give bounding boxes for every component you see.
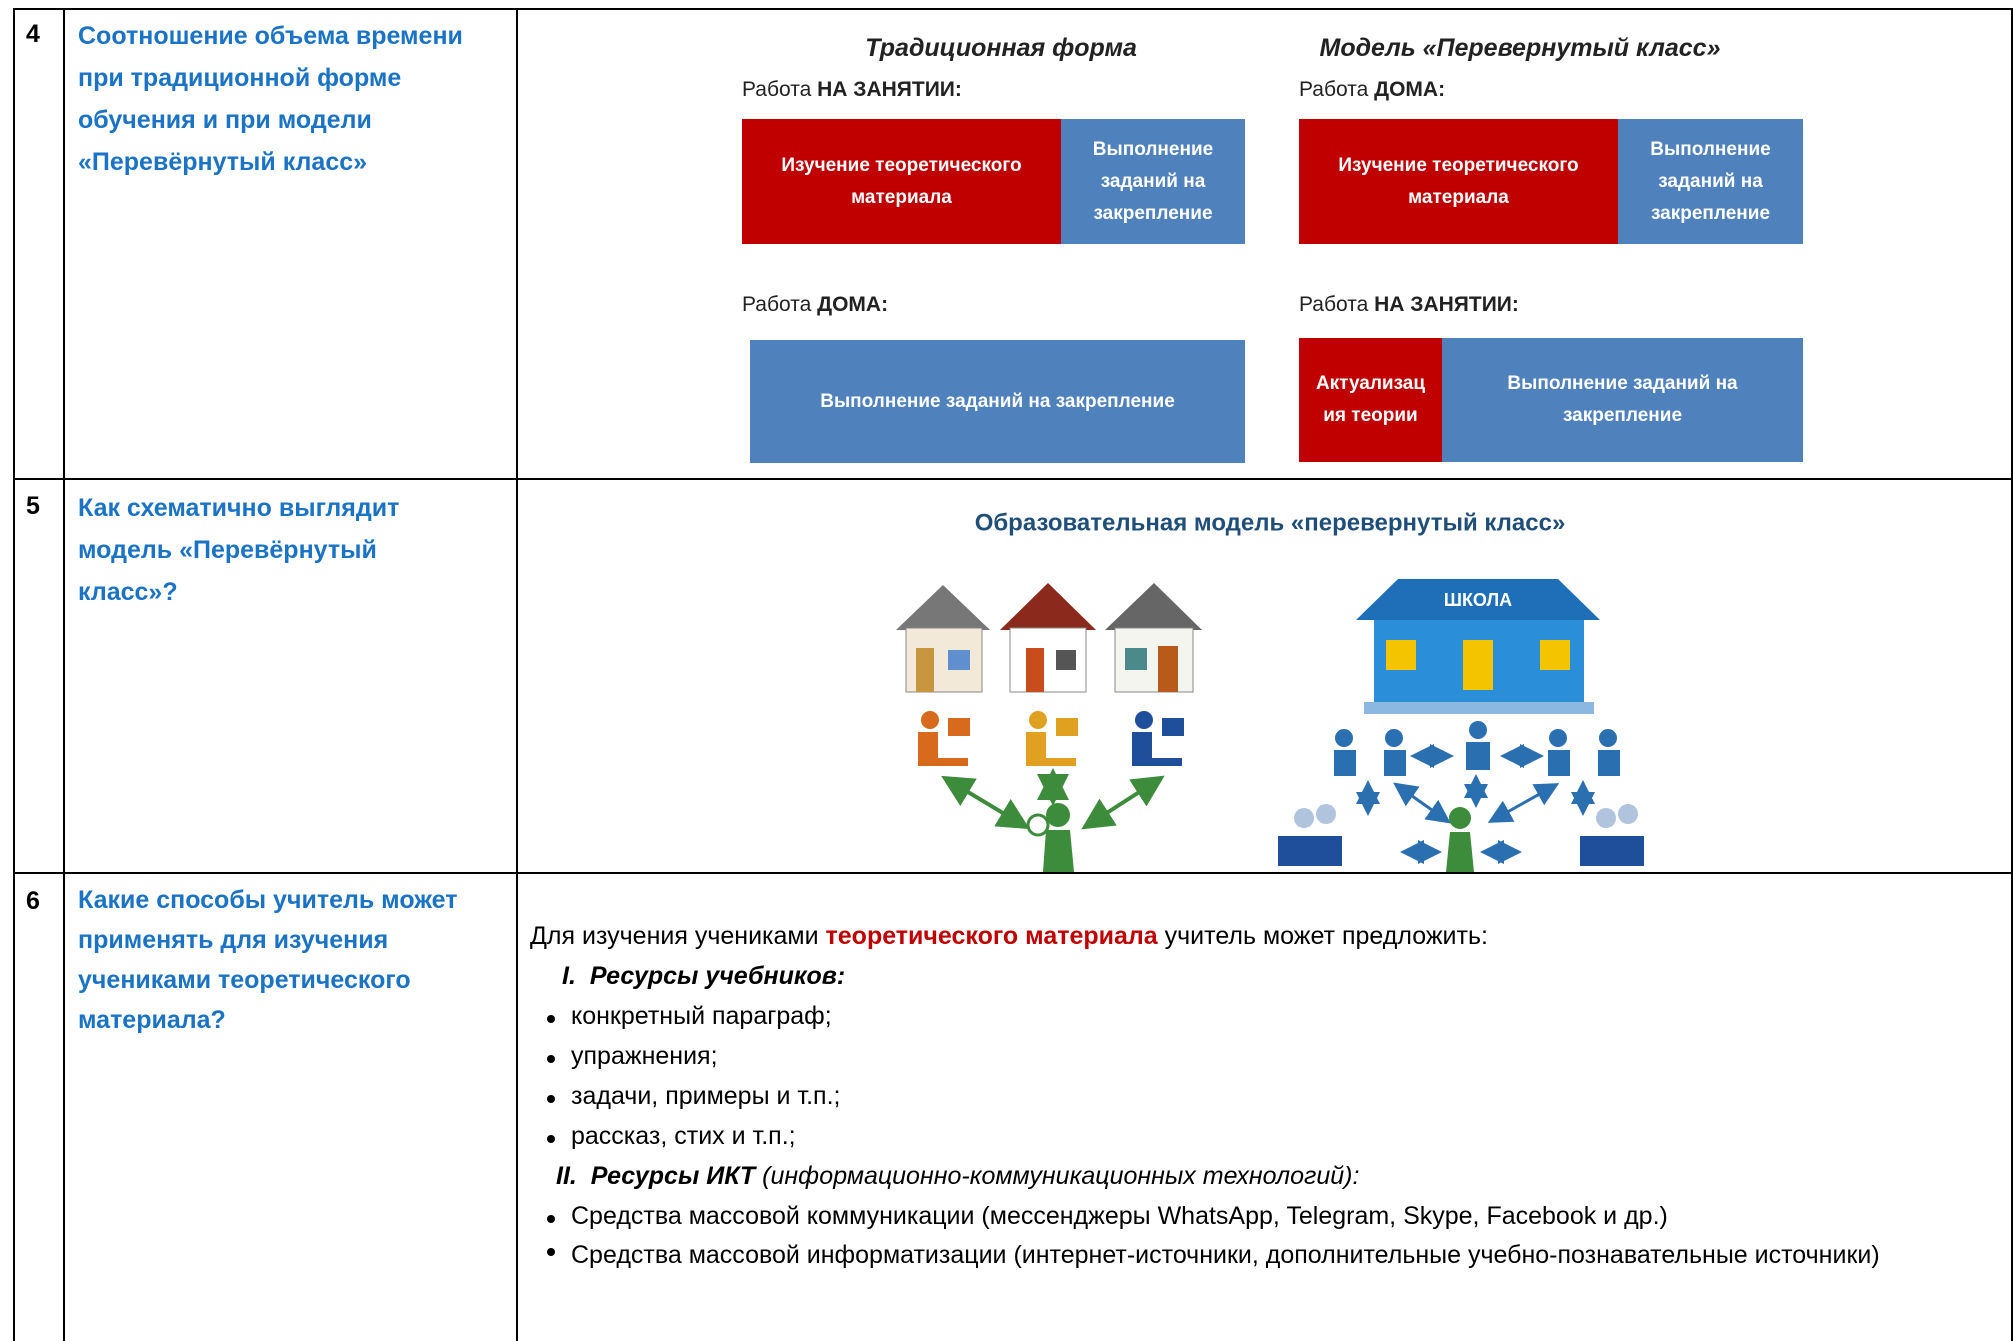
intro: Для изучения учениками теоретического ма… — [530, 922, 1488, 951]
row-number: 5 — [26, 492, 40, 520]
label-text: Работа — [742, 78, 812, 101]
question: Какие способы учитель может применять дл… — [78, 886, 458, 1034]
table-border — [2011, 8, 2013, 1341]
label-text: Работа — [1299, 293, 1369, 316]
row-number: 6 — [26, 887, 40, 915]
intro-text: учитель может предложить: — [1164, 922, 1488, 950]
student — [1026, 711, 1078, 766]
block: Выполнение заданий на закрепление — [1442, 338, 1803, 462]
row-border — [13, 872, 2013, 874]
house — [896, 585, 990, 693]
block-label: Работа ДОМА: — [1299, 78, 1445, 102]
bullet-item: задачи, примеры и т.п.; — [546, 1082, 841, 1110]
column-border — [63, 8, 65, 1341]
scheme-title: Образовательная модель «перевернутый кла… — [975, 509, 1566, 536]
block: Выполнение заданий на закрепление — [1061, 119, 1245, 244]
label-text: Работа — [1299, 78, 1369, 101]
arrows — [1356, 744, 1595, 864]
row-border — [13, 478, 2013, 480]
block-label: Работа НА ЗАНЯТИИ: — [1299, 293, 1519, 317]
block: Изучение теоретического материала — [742, 119, 1061, 244]
diagram-title: Модель «Перевернутый класс» — [1319, 34, 1721, 62]
row-number: 4 — [26, 20, 40, 48]
section-heading: II. Ресурсы ИКТ (информационно-коммуника… — [556, 1162, 1359, 1191]
label-place: НА ЗАНЯТИИ: — [1374, 293, 1519, 316]
bullet-item: конкретный параграф; — [547, 1002, 832, 1030]
intro-text: Для изучения учениками — [530, 922, 819, 950]
bullet-item: Средства массовой информатизации (интерн… — [547, 1235, 1996, 1275]
diagram-title: Традиционная форма — [865, 34, 1137, 62]
house — [1000, 583, 1096, 693]
table-border — [13, 8, 15, 1341]
heading-note: (информационно-коммуникационных технолог… — [762, 1162, 1360, 1190]
question: Соотношение объема времени при традицион… — [78, 22, 463, 176]
school: ШКОЛА — [1356, 579, 1600, 714]
teacher — [1026, 803, 1074, 872]
heading: Ресурсы учебников: — [589, 962, 846, 990]
block-label: Работа ДОМА: — [742, 293, 888, 317]
block: Актуализация теории — [1299, 338, 1442, 462]
student — [1132, 711, 1184, 766]
numeral: II. — [556, 1162, 577, 1190]
table-border — [13, 8, 2013, 10]
label-text: Работа — [742, 293, 812, 316]
numeral: I. — [562, 962, 576, 990]
label-place: ДОМА: — [817, 293, 889, 316]
teacher — [1446, 807, 1474, 872]
bullet-item: рассказ, стих и т.п.; — [547, 1122, 796, 1150]
question: Как схематично выглядит модель «Перевёрн… — [78, 494, 400, 606]
house — [1105, 583, 1202, 693]
bullet-item: Средства массовой коммуникации (мессендж… — [547, 1202, 1668, 1230]
groups — [1278, 721, 1644, 866]
heading: Ресурсы ИКТ — [590, 1162, 756, 1190]
school-sign: ШКОЛА — [1444, 590, 1512, 610]
arrows — [941, 768, 1165, 830]
student — [918, 711, 970, 766]
block-label: Работа НА ЗАНЯТИИ: — [742, 78, 962, 102]
intro-highlight: теоретического материала — [825, 922, 1158, 950]
section-heading: I. Ресурсы учебников: — [562, 962, 845, 991]
column-border — [516, 8, 518, 1341]
bullet-item: упражнения; — [547, 1042, 718, 1070]
block: Выполнение заданий на закрепление — [750, 340, 1245, 463]
label-place: НА ЗАНЯТИИ: — [817, 78, 962, 101]
flipped-class-scheme: Образовательная модель «перевернутый кла… — [896, 509, 1644, 872]
block: Выполнение заданий на закрепление — [1618, 119, 1803, 244]
block: Изучение теоретического материала — [1299, 119, 1618, 244]
label-place: ДОМА: — [1374, 78, 1446, 101]
